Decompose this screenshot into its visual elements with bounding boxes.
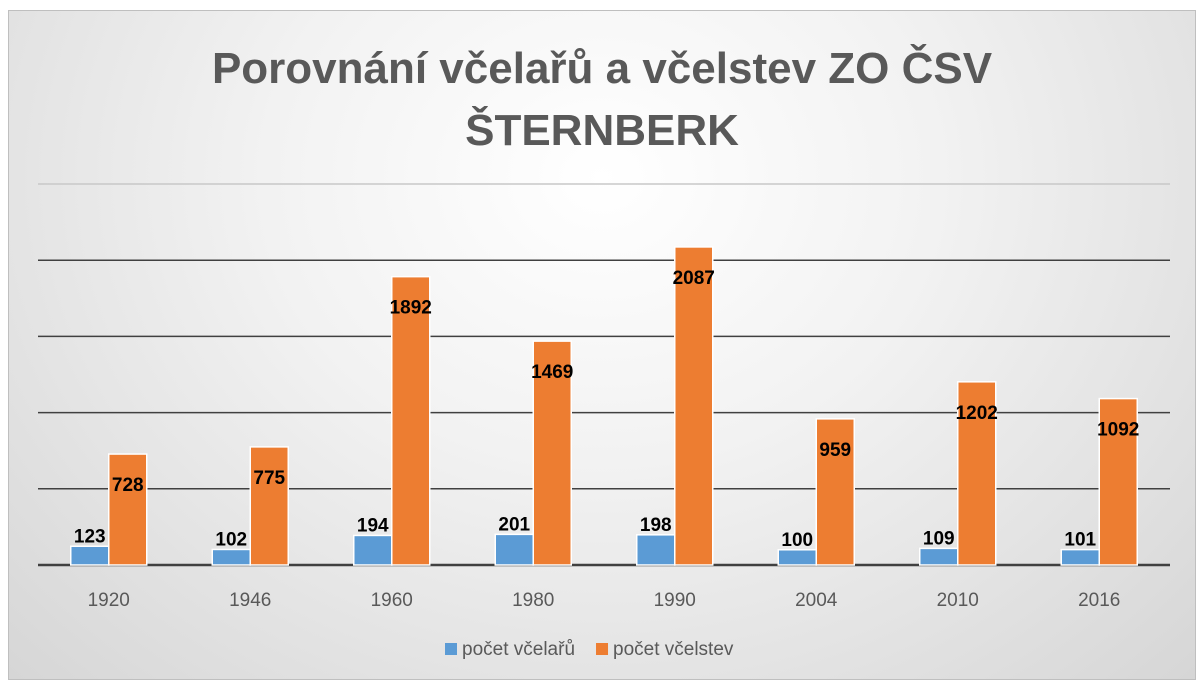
bar [70,545,110,566]
bar [919,547,959,566]
bar [674,246,714,566]
data-label: 728 [112,475,144,496]
x-tick-label: 1920 [88,590,130,611]
bar [815,418,855,566]
data-label: 959 [819,440,851,461]
x-tick-label: 2010 [937,590,979,611]
data-label: 2087 [673,268,715,289]
bar [957,381,997,566]
data-label: 1092 [1097,420,1139,441]
chart-area [8,10,1196,680]
bar [494,533,534,566]
legend-swatch [445,643,457,655]
bar [211,548,251,566]
data-label: 101 [1064,530,1096,551]
legend-label: počet včelařů [462,639,575,660]
x-tick-label: 2016 [1078,590,1120,611]
legend-swatch [596,643,609,655]
x-tick-label: 1980 [512,590,554,611]
data-label: 1202 [956,403,998,424]
bar [249,446,289,566]
data-label: 201 [498,514,530,535]
bar [532,340,572,566]
bar [1098,397,1138,566]
data-label: 100 [781,530,813,551]
x-tick-label: 1946 [229,590,271,611]
data-label: 1892 [390,298,432,319]
bar [777,549,817,566]
data-label: 109 [923,528,955,549]
data-label: 775 [253,468,285,489]
bar [353,534,393,566]
bar [1060,548,1100,566]
x-tick-label: 1990 [654,590,696,611]
x-tick-label: 1960 [371,590,413,611]
x-tick-label: 2004 [795,590,838,611]
bar [391,275,431,566]
legend-label: počet včelstev [613,639,734,660]
data-label: 102 [215,529,247,550]
chart-title: Porovnání včelařů a včelstev ZO ČSV ŠTER… [211,44,993,155]
data-label: 194 [357,515,389,536]
data-label: 1469 [531,362,573,383]
data-label: 123 [74,526,106,547]
bar [636,534,676,566]
data-label: 198 [640,515,672,536]
bar [108,453,148,566]
